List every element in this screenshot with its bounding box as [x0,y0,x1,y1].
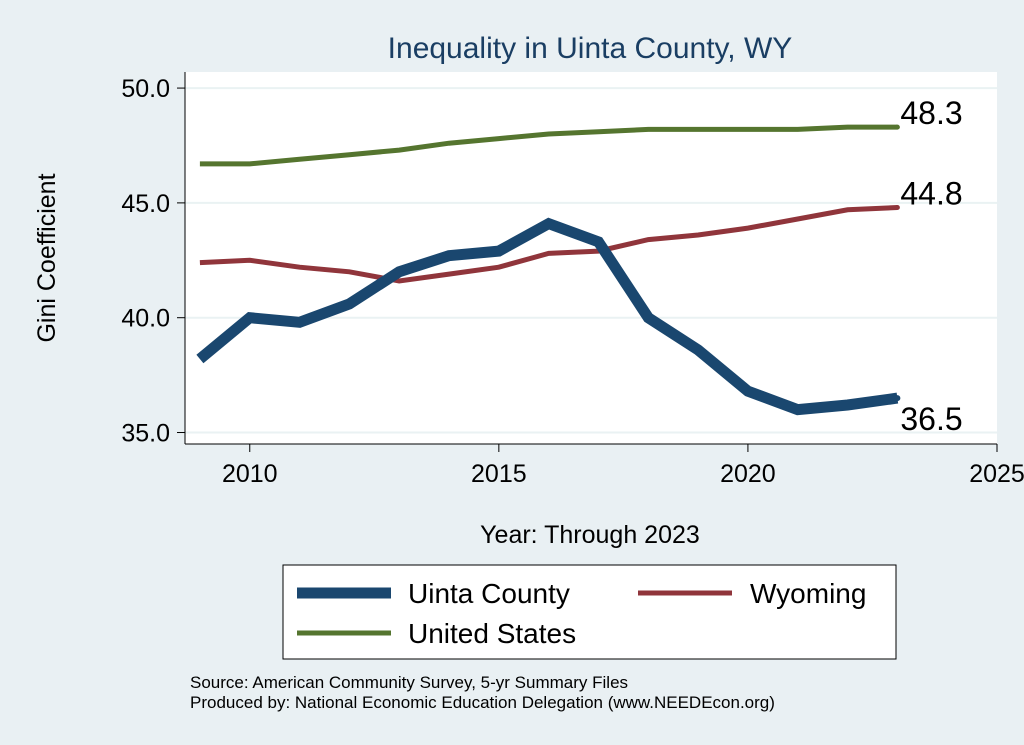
y-tick-label-45.0: 45.0 [121,190,170,218]
source-note: Source: American Community Survey, 5-yr … [190,673,628,692]
series-line-wyoming [199,205,898,284]
end-label-united-states: 48.3 [900,95,962,131]
legend-label-uinta-county: Uinta County [408,578,570,609]
x-axis-title: Year: Through 2023 [480,521,700,549]
x-tick-label-2025: 2025 [969,460,1024,488]
x-tick-label-2010: 2010 [222,460,278,488]
legend-box [282,564,897,660]
legend-label-united-states: United States [408,618,576,649]
series-end-point-united-states [894,124,900,130]
series-line-uinta-county [196,217,899,416]
end-label-uinta-county: 36.5 [900,401,962,437]
legend: Uinta County Wyoming United States [282,564,897,660]
end-labels: 48.3 44.8 36.5 [900,95,962,437]
produced-by-note: Produced by: National Economic Education… [190,693,775,712]
y-tick-label-50.0: 50.0 [121,75,170,103]
chart-title: Inequality in Uinta County, WY [388,32,793,65]
series-layer [196,124,901,416]
y-ticks: 35.0 40.0 45.0 50.0 [121,75,185,448]
x-tick-label-2015: 2015 [471,460,527,488]
x-tick-label-2020: 2020 [720,460,776,488]
series-end-point-wyoming [894,204,900,210]
y-tick-label-40.0: 40.0 [121,305,170,333]
series-line-united-states [199,124,898,167]
end-label-wyoming: 44.8 [900,175,962,211]
series-end-point-uinta-county [894,395,901,402]
y-axis-title: Gini Coefficient [33,173,61,342]
x-ticks: 2010 2015 2020 2025 [222,444,1024,488]
y-tick-label-35.0: 35.0 [121,420,170,448]
legend-label-wyoming: Wyoming [750,578,866,609]
